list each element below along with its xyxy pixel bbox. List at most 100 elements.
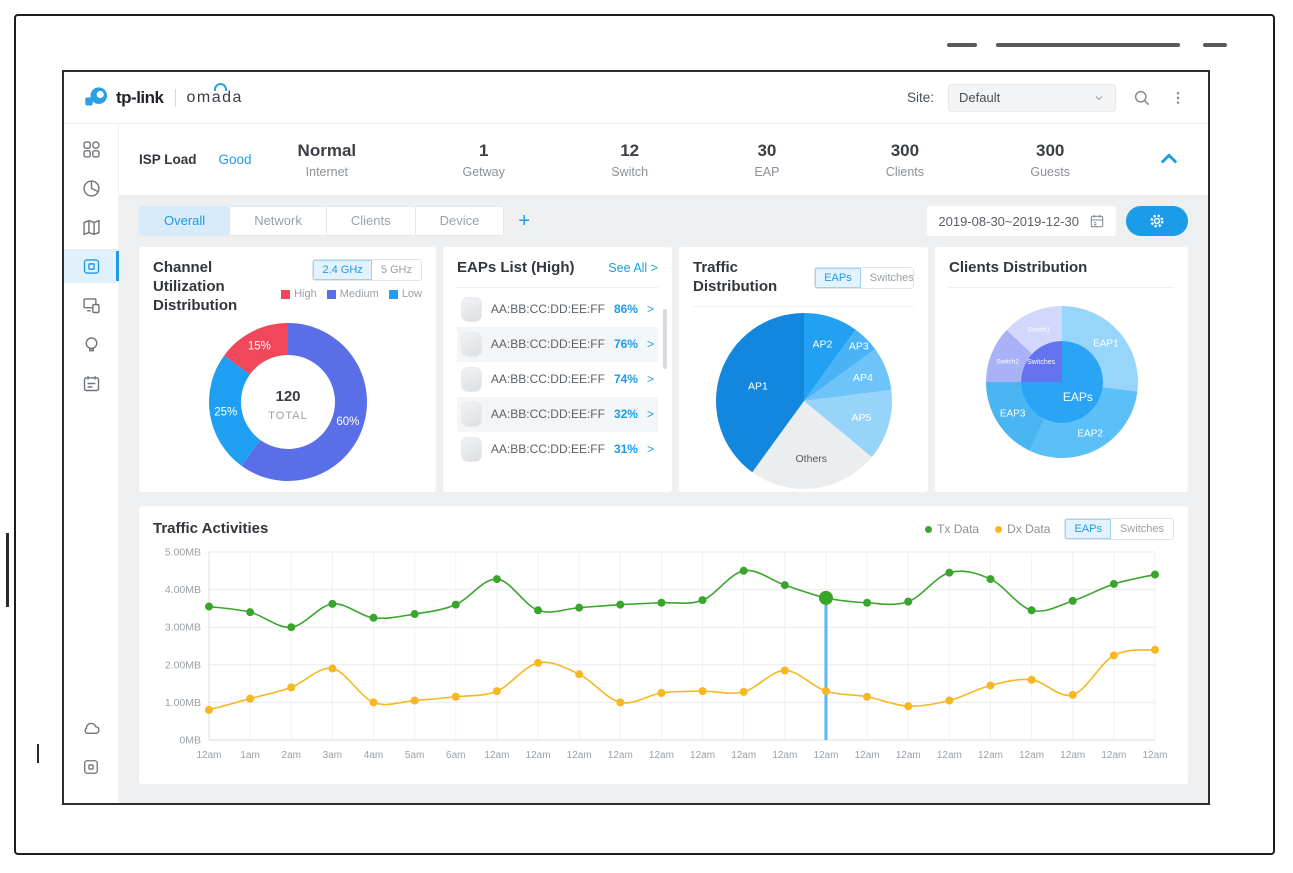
site-select[interactable]: Default [948, 83, 1116, 112]
isp-load-label: ISP Load [139, 152, 197, 167]
svg-text:12am: 12am [1019, 750, 1044, 761]
see-all-link[interactable]: See All > [608, 261, 658, 276]
band-toggle-24ghz[interactable]: 2.4 GHz [313, 260, 372, 280]
eap-row[interactable]: AA:BB:CC:DD:EE:FF 74% > [457, 362, 658, 397]
svg-text:12am: 12am [937, 750, 962, 761]
eap-device-icon [461, 331, 482, 357]
sidebar-item-devices[interactable] [63, 249, 119, 283]
svg-text:AP5: AP5 [851, 412, 871, 424]
svg-text:12am: 12am [978, 750, 1003, 761]
svg-text:12am: 12am [196, 750, 221, 761]
date-range-picker[interactable]: 2019-08-30~2019-12-30 [927, 206, 1116, 236]
svg-text:5.00MB: 5.00MB [165, 547, 201, 559]
frame-dash-decoration [947, 43, 977, 47]
eap-device-icon [461, 401, 482, 427]
svg-text:Others: Others [795, 453, 827, 465]
add-tab-button[interactable]: + [518, 210, 531, 232]
search-button[interactable] [1130, 86, 1154, 110]
channel-utilization-chart[interactable]: 60% 25% 15% 120 TOTAL [153, 315, 422, 489]
legend-dot-tx [925, 526, 933, 533]
eap-row[interactable]: AA:BB:CC:DD:EE:FF 76% > [457, 326, 658, 362]
activities-device-toggle: EAPs Switches [1064, 518, 1174, 540]
tab-network[interactable]: Network [230, 206, 327, 236]
legend-swatch-medium [326, 289, 336, 299]
collapse-stats-button[interactable] [1156, 147, 1182, 172]
site-select-value: Default [959, 90, 1001, 105]
brand-name: tp-link [116, 87, 164, 107]
eap-device-icon [461, 366, 482, 392]
eap-row[interactable]: AA:BB:CC:DD:EE:FF 86% > [457, 292, 658, 327]
site-label: Site: [906, 90, 934, 105]
activities-toggle-eaps[interactable]: EAPs [1065, 519, 1111, 539]
stat-clients: 300 Clients [885, 140, 925, 179]
settings-button[interactable] [1126, 206, 1188, 236]
activities-toggle-switches[interactable]: Switches [1110, 519, 1173, 539]
tab-clients[interactable]: Clients [326, 206, 416, 236]
brand: tp-link omada [82, 82, 243, 110]
traffic-device-toggle: EAPs Switches [814, 266, 914, 289]
eaps-list: AA:BB:CC:DD:EE:FF 86% > AA:BB:CC:DD:EE:F… [457, 292, 658, 467]
svg-text:12am: 12am [813, 750, 838, 761]
calendar-icon [1090, 215, 1104, 228]
device-frame [14, 14, 1275, 855]
more-menu-button[interactable] [1168, 86, 1188, 110]
svg-text:0MB: 0MB [179, 735, 201, 747]
svg-text:12am: 12am [731, 750, 756, 761]
svg-text:EAP2: EAP2 [1077, 428, 1103, 439]
sidebar-item-statistics[interactable] [64, 171, 119, 205]
scrollbar[interactable] [663, 309, 667, 369]
svg-text:2am: 2am [282, 750, 301, 761]
sidebar-item-map[interactable] [64, 210, 119, 244]
sidebar-item-dashboard[interactable] [64, 132, 119, 166]
sidebar-item-cloud[interactable] [64, 711, 119, 745]
svg-text:12am: 12am [1060, 750, 1085, 761]
svg-text:5am: 5am [405, 750, 424, 761]
traffic-distribution-title: Traffic Distribution [693, 259, 778, 295]
svg-text:12am: 12am [855, 750, 880, 761]
eap-device-icon [461, 436, 482, 462]
traffic-toggle-eaps[interactable]: EAPs [815, 267, 861, 288]
product-name: omada [187, 82, 243, 107]
stat-internet: Normal Internet [297, 140, 357, 179]
chevron-down-icon [1093, 92, 1105, 104]
eap-row[interactable]: AA:BB:CC:DD:EE:FF 32% > [457, 396, 658, 432]
sidebar-item-hotspot[interactable] [64, 327, 119, 361]
sidebar-item-frame[interactable] [64, 750, 119, 784]
traffic-distribution-chart[interactable]: AP2 AP3 AP4 AP5 Others AP1 [693, 307, 914, 495]
clients-distribution-chart[interactable]: EAP1 EAP2 EAP3 Switch2 Switch1 EAPs Switches [949, 298, 1174, 466]
sidebar-item-log[interactable] [64, 366, 119, 400]
band-toggle-5ghz[interactable]: 5 GHz [371, 260, 421, 280]
svg-text:12am: 12am [526, 750, 551, 761]
stats-group: Normal Internet 1 Getway 12 Switch 30 [252, 141, 1156, 179]
legend-dx-data: Dx Data [995, 522, 1050, 536]
row-arrow-icon: > [646, 302, 654, 317]
svg-text:12am: 12am [1142, 750, 1167, 761]
tab-overall[interactable]: Overall [139, 206, 231, 236]
row-arrow-icon: > [646, 372, 654, 387]
svg-text:2.00MB: 2.00MB [165, 659, 201, 671]
chevron-up-icon [1161, 153, 1177, 164]
cloud-icon [84, 722, 100, 734]
stat-switch: 12 Switch [611, 140, 649, 179]
svg-text:1am: 1am [240, 750, 259, 761]
svg-text:TOTAL: TOTAL [268, 410, 307, 422]
clients-distribution-title: Clients Distribution [949, 259, 1088, 276]
traffic-activities-chart[interactable]: 12am 1am 2am 3am 4am 5am 6am 12am 12am 12am 12am 12… [153, 542, 1174, 771]
svg-text:12am: 12am [567, 750, 592, 761]
log-calendar-icon [83, 375, 99, 391]
tab-device[interactable]: Device [415, 206, 505, 236]
row-arrow-icon: > [646, 407, 654, 422]
eap-row[interactable]: AA:BB:CC:DD:EE:FF 31% > [457, 432, 658, 467]
stat-guests: 300 Guests [1030, 140, 1070, 179]
frame-dash-decoration [1203, 43, 1227, 47]
view-tabs: Overall Network Clients Device [139, 206, 505, 236]
svg-text:3.00MB: 3.00MB [165, 622, 201, 634]
device-monitor-icon [83, 258, 99, 274]
traffic-activities-title: Traffic Activities [153, 519, 269, 537]
sidebar-item-clients[interactable] [64, 288, 119, 322]
svg-text:AP4: AP4 [852, 372, 872, 384]
traffic-toggle-switches[interactable]: Switches [860, 267, 914, 288]
svg-text:15%: 15% [247, 341, 270, 353]
svg-text:12am: 12am [1101, 750, 1126, 761]
svg-text:60%: 60% [336, 416, 359, 428]
